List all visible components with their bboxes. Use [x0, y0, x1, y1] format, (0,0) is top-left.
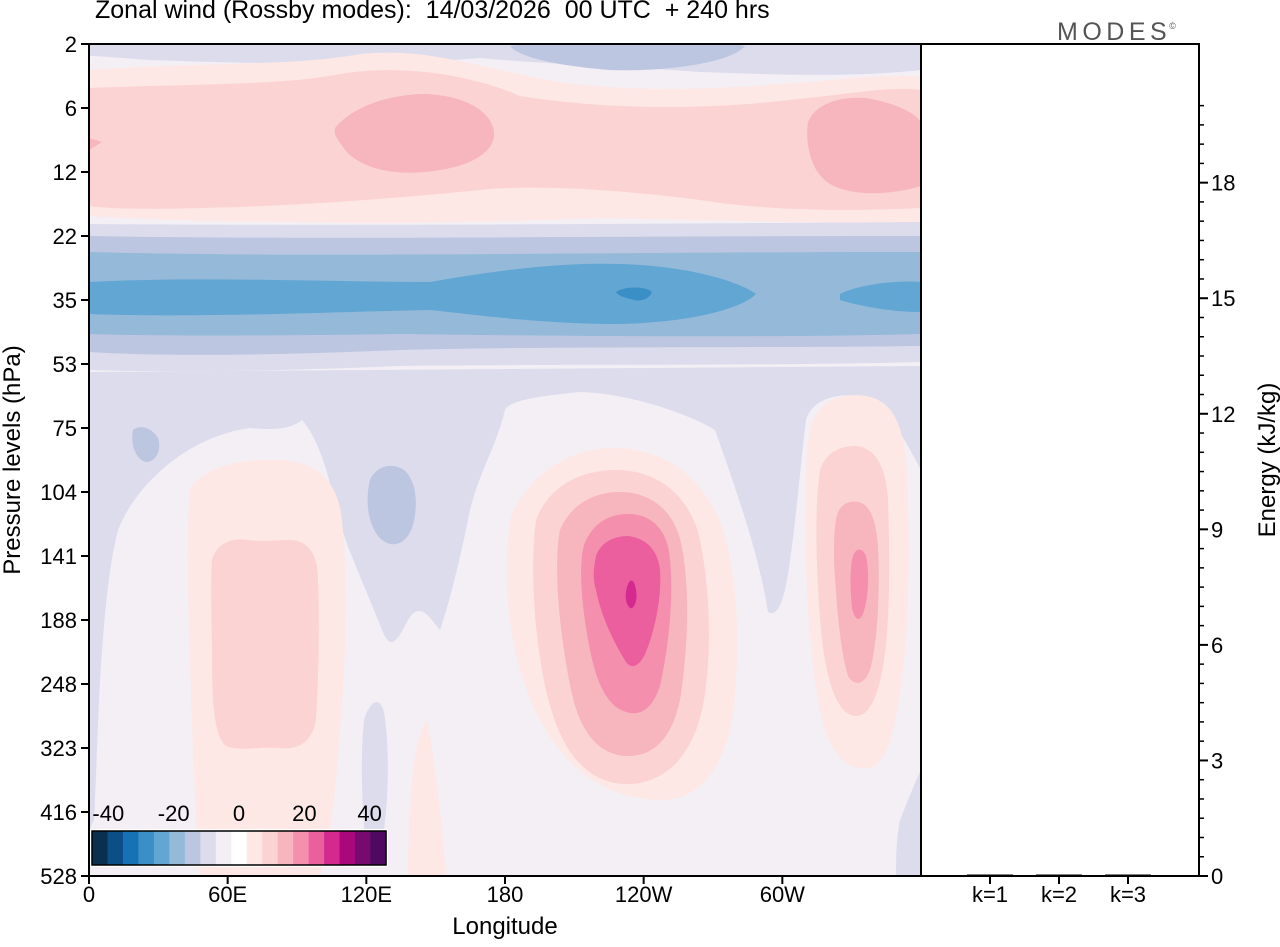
- y-tick-label: 416: [40, 800, 77, 825]
- energy-bar: [1036, 874, 1082, 876]
- y-axis: 2 6 12 22 35 53 75 104 141 188 248 323 416 528: [40, 32, 89, 889]
- colorbar-swatch: [107, 831, 124, 865]
- energy-tick-label: 15: [1211, 286, 1235, 311]
- colorbar-swatch: [122, 831, 140, 865]
- logo-text: MODES: [1057, 18, 1172, 46]
- contour-westerly-band-2: [89, 70, 921, 210]
- y-tick-label: 2: [65, 32, 77, 57]
- y-tick-label: 323: [40, 736, 77, 761]
- contour-easterly-patch-3: [132, 427, 160, 462]
- contour-easterly-band-4: [89, 263, 756, 324]
- x-tick-label: 180: [487, 882, 524, 907]
- colorbar-swatch: [231, 831, 248, 865]
- y-tick-label: 528: [40, 864, 77, 889]
- logo-mark: ©: [1169, 21, 1176, 31]
- energy-x-label: k=2: [1041, 882, 1077, 907]
- contour-westerly-max-1: [334, 94, 495, 173]
- energy-tick-label: 0: [1211, 864, 1223, 889]
- colorbar-label: 0: [233, 801, 245, 826]
- colorbar-label: 40: [357, 801, 381, 826]
- colorbar-swatch: [169, 831, 186, 865]
- energy-bar: [967, 874, 1013, 876]
- contour-westerly-plume: [408, 721, 446, 876]
- x-tick-label: 120W: [615, 882, 673, 907]
- energy-axis: 0 3 6 9 12 15 18: [1199, 104, 1235, 889]
- energy-tick-label: 12: [1211, 402, 1235, 427]
- colorbar-swatch: [277, 831, 294, 865]
- contour-easterly-patch-2: [367, 465, 416, 545]
- colorbar-swatch: [92, 831, 109, 865]
- contour-westerly-left-2: [211, 539, 319, 749]
- colorbar-label: -20: [158, 801, 190, 826]
- contour-jet-right-4: [850, 549, 869, 619]
- energy-bar: [1105, 874, 1151, 876]
- energy-tick-label: 18: [1211, 171, 1235, 196]
- energy-tick-label: 3: [1211, 748, 1223, 773]
- colorbar-swatch: [293, 831, 310, 865]
- x-tick-label: 0: [83, 882, 95, 907]
- y-tick-label: 141: [40, 544, 77, 569]
- colorbar-swatch: [153, 831, 170, 865]
- energy-x-label: k=1: [972, 882, 1008, 907]
- contour-top-easterly-core: [510, 44, 745, 71]
- contour-easterly-band-4b: [840, 281, 921, 312]
- colorbar-frame: [91, 830, 387, 866]
- colorbar-swatch: [184, 831, 201, 865]
- energy-tick-label: 6: [1211, 633, 1223, 658]
- energy-bars: k=1 k=2 k=3: [967, 874, 1151, 907]
- contour-easterly-patch-5: [896, 770, 921, 876]
- y-tick-label: 75: [53, 416, 77, 441]
- energy-tick-label: 9: [1211, 517, 1223, 542]
- energy-panel-frame: [920, 43, 1200, 877]
- colorbar-label: -40: [92, 801, 124, 826]
- colorbar-swatch: [308, 831, 325, 865]
- contour-easterly-max: [616, 287, 652, 301]
- colorbar-swatch: [200, 831, 217, 865]
- contour-jet-center-6: [625, 580, 637, 609]
- y-tick-label: 248: [40, 672, 77, 697]
- contour-easterly-patch-1: [89, 366, 921, 830]
- y-tick-label: 22: [53, 224, 77, 249]
- y-tick-label: 53: [53, 352, 77, 377]
- colorbar-label: 20: [292, 801, 316, 826]
- x-tick-label: 60W: [760, 882, 805, 907]
- y-tick-label: 12: [53, 160, 77, 185]
- energy-axis-label: Energy (kJ/kg): [1254, 383, 1280, 538]
- contour-easterly-patch-4: [361, 702, 388, 861]
- x-tick-label: 120E: [341, 882, 392, 907]
- x-tick-label: 60E: [208, 882, 247, 907]
- y-axis-label: Pressure levels (hPa): [0, 345, 26, 574]
- y-tick-label: 35: [53, 288, 77, 313]
- colorbar-swatch: [138, 831, 155, 865]
- y-tick-label: 104: [40, 480, 77, 505]
- x-axis-label: Longitude: [452, 913, 557, 940]
- colorbar-swatch: [215, 831, 232, 865]
- modes-logo: MODES©: [1057, 18, 1178, 47]
- y-tick-label: 6: [65, 96, 77, 121]
- wind-field: [89, 44, 921, 876]
- colorbar-swatch: [339, 831, 356, 865]
- contour-westerly-max-3: [89, 138, 102, 150]
- energy-x-label: k=3: [1110, 882, 1146, 907]
- x-axis: 0 60E 120E 180 120W 60W: [83, 876, 805, 907]
- chart-title: Zonal wind (Rossby modes): 14/03/2026 00…: [95, 0, 770, 24]
- colorbar-swatch: [262, 831, 279, 865]
- colorbar: -40 -20 0 20 40: [90, 801, 388, 867]
- colorbar-swatch: [324, 831, 341, 865]
- colorbar-swatch: [246, 831, 263, 865]
- colorbar-swatch: [370, 831, 387, 865]
- y-tick-label: 188: [40, 608, 77, 633]
- colorbar-swatch: [355, 831, 372, 865]
- contour-westerly-max-2: [807, 97, 921, 194]
